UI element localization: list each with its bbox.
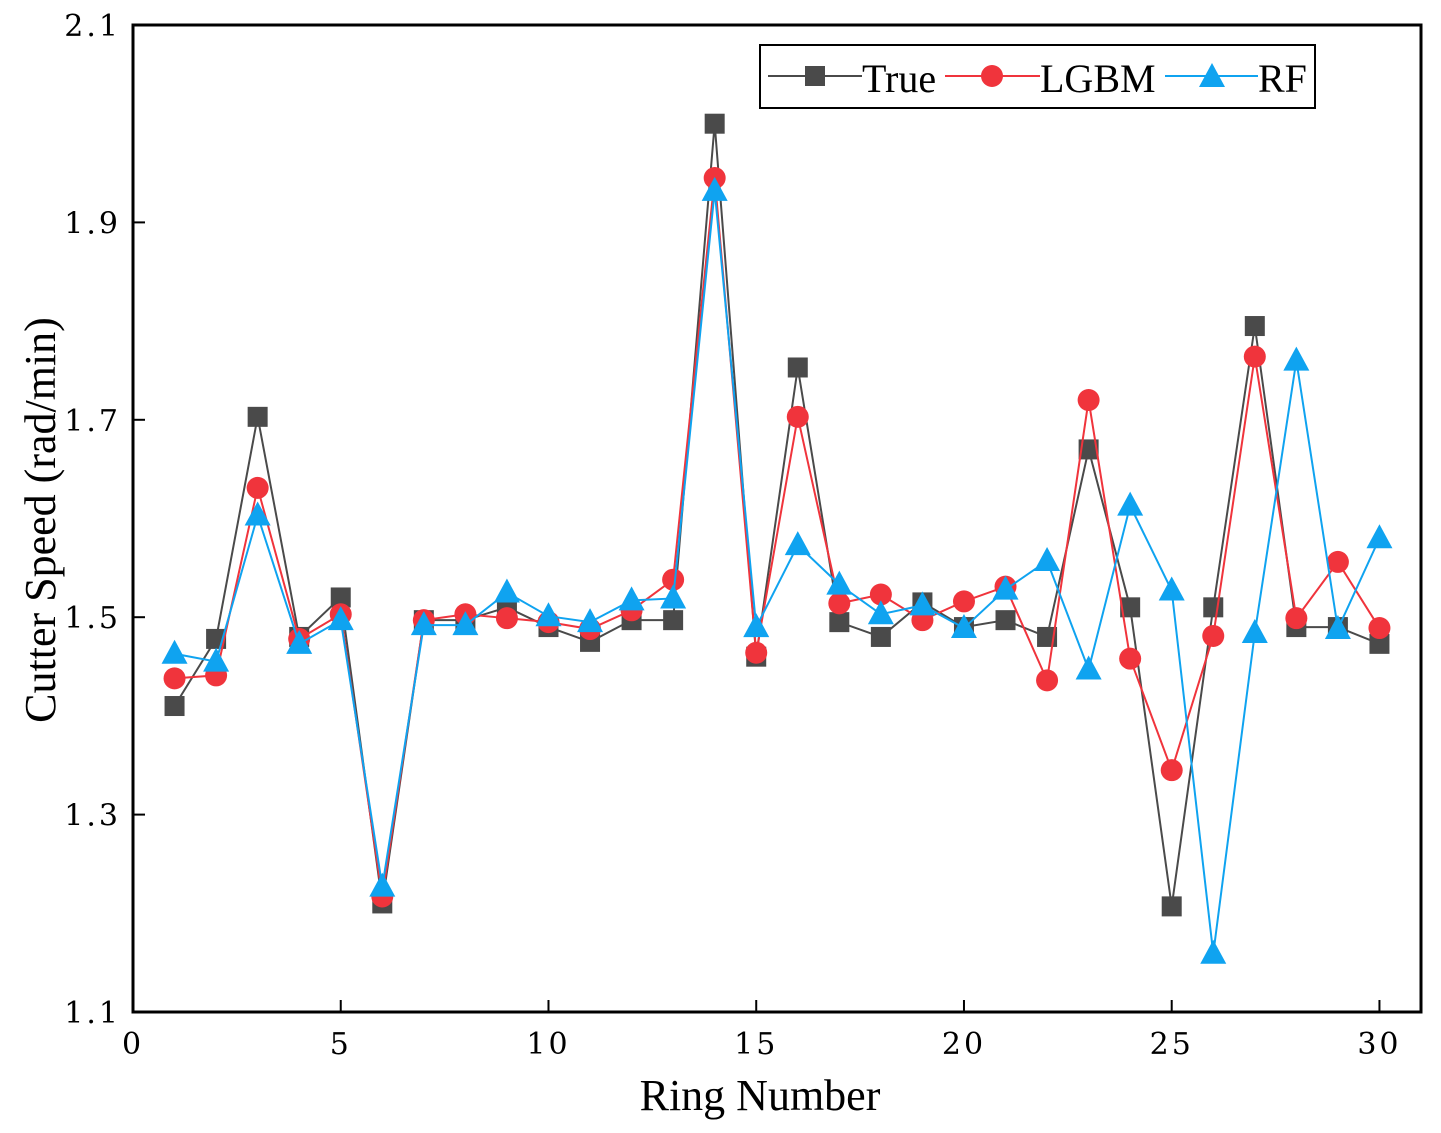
data-point-rf xyxy=(1241,618,1268,643)
data-point-lgbm xyxy=(1285,607,1308,630)
data-point-lgbm xyxy=(1160,759,1183,782)
plot-frame xyxy=(131,23,1423,1014)
data-point-rf xyxy=(867,600,894,625)
x-tick-label: 10 xyxy=(526,1027,570,1062)
x-tick-label: 15 xyxy=(734,1027,778,1062)
legend-marker-rf xyxy=(1199,63,1225,87)
data-point-rf xyxy=(1283,346,1310,371)
series-line-true xyxy=(173,123,1380,907)
data-point-rf xyxy=(244,501,271,526)
data-point-true xyxy=(1161,896,1182,917)
y-tick-label: 2.1 xyxy=(64,9,121,44)
data-point-rf xyxy=(1034,546,1061,571)
data-point-rf xyxy=(577,608,604,633)
legend: True LGBM RF xyxy=(759,44,1316,109)
y-tick-label: 1.9 xyxy=(64,206,121,241)
data-point-true xyxy=(1369,633,1390,654)
data-point-true xyxy=(247,406,268,427)
data-point-true xyxy=(1120,597,1141,618)
y-tick-label: 1.3 xyxy=(64,799,121,834)
data-point-true xyxy=(829,612,850,633)
data-point-true xyxy=(1244,316,1265,337)
data-point-lgbm xyxy=(828,592,851,615)
data-point-true xyxy=(663,610,684,631)
data-point-rf xyxy=(784,531,811,556)
data-point-rf xyxy=(1324,615,1351,640)
y-axis: 1.1 1.3 1.5 1.7 1.9 2.1 xyxy=(64,9,145,1031)
data-point-rf xyxy=(203,647,230,672)
data-point-rf xyxy=(161,639,188,664)
data-point-rf xyxy=(369,872,396,897)
data-point-true xyxy=(787,357,808,378)
data-point-rf xyxy=(1200,939,1227,964)
data-point-rf xyxy=(909,591,936,616)
data-point-rf xyxy=(826,570,853,595)
data-point-rf xyxy=(452,611,479,636)
data-point-rf xyxy=(1366,524,1393,549)
data-point-true xyxy=(164,696,185,717)
x-tick-label: 5 xyxy=(330,1027,352,1062)
data-point-lgbm xyxy=(1368,617,1391,640)
data-point-rf xyxy=(493,578,520,603)
legend-label-true: True xyxy=(862,56,936,101)
data-point-rf xyxy=(950,614,977,639)
series-layer xyxy=(161,113,1393,964)
data-point-rf xyxy=(327,606,354,631)
data-point-lgbm xyxy=(1326,550,1349,573)
data-point-lgbm xyxy=(1036,669,1059,692)
legend-label-rf: RF xyxy=(1258,56,1307,101)
series-line-rf xyxy=(174,190,1381,954)
series-lgbm xyxy=(163,166,1391,908)
data-point-lgbm xyxy=(786,405,809,428)
data-point-rf xyxy=(410,611,437,636)
data-point-rf xyxy=(1117,491,1144,516)
data-point-true xyxy=(704,113,725,134)
data-point-lgbm xyxy=(1243,345,1266,368)
x-axis: 0 5 10 15 20 25 30 xyxy=(122,1000,1401,1062)
x-tick-label: 25 xyxy=(1150,1027,1194,1062)
y-tick-label: 1.7 xyxy=(64,404,121,439)
legend-marker-lgbm xyxy=(981,65,1003,87)
data-point-lgbm xyxy=(662,568,685,591)
legend-marker-true xyxy=(805,66,825,86)
y-axis-title: Cutter Speed (rad/min) xyxy=(16,317,65,723)
data-point-lgbm xyxy=(869,583,892,606)
data-point-lgbm xyxy=(246,476,269,499)
data-point-rf xyxy=(701,176,728,201)
data-point-rf xyxy=(992,575,1019,600)
series-true xyxy=(164,113,1390,917)
data-point-rf xyxy=(286,629,313,654)
data-point-rf xyxy=(660,584,687,609)
data-point-lgbm xyxy=(495,607,518,630)
data-point-rf xyxy=(1075,655,1102,680)
data-point-lgbm xyxy=(1202,624,1225,647)
data-point-rf xyxy=(1158,576,1185,601)
data-point-lgbm xyxy=(952,590,975,613)
data-point-lgbm xyxy=(163,667,186,690)
data-point-true xyxy=(870,626,891,647)
data-point-lgbm xyxy=(745,641,768,664)
data-point-true xyxy=(1078,439,1099,460)
data-point-rf xyxy=(743,613,770,638)
y-tick-label: 1.1 xyxy=(64,996,121,1031)
data-point-true xyxy=(330,587,351,608)
data-point-lgbm xyxy=(1077,389,1100,412)
x-tick-label: 0 xyxy=(122,1027,144,1062)
data-point-true xyxy=(995,610,1016,631)
data-point-rf xyxy=(618,586,645,611)
data-point-true xyxy=(1203,597,1224,618)
data-point-rf xyxy=(535,602,562,627)
series-line-lgbm xyxy=(174,177,1381,897)
y-tick-label: 1.5 xyxy=(64,601,121,636)
x-tick-label: 30 xyxy=(1357,1027,1401,1062)
x-axis-title: Ring Number xyxy=(640,1071,881,1120)
data-point-lgbm xyxy=(1119,647,1142,670)
legend-label-lgbm: LGBM xyxy=(1040,56,1156,101)
series-rf xyxy=(161,176,1393,964)
x-tick-label: 20 xyxy=(942,1027,986,1062)
